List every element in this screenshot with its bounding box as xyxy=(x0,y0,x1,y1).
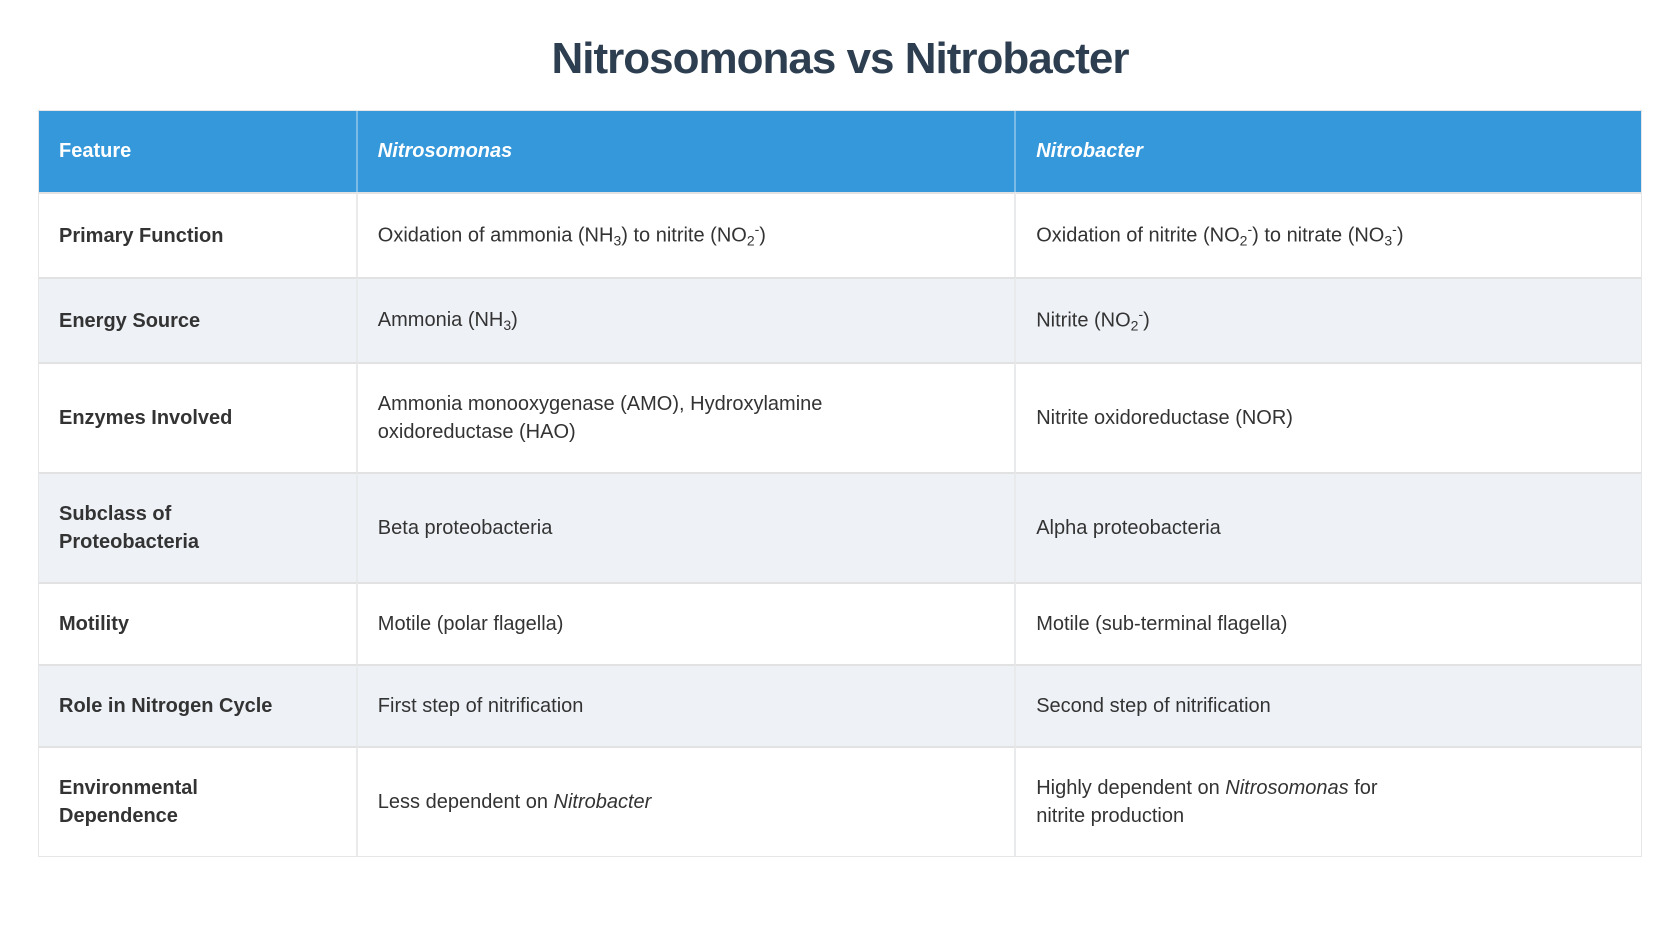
nitrobacter-cell: Motile (sub-terminal flagella) xyxy=(1016,582,1641,665)
nitrobacter-cell: Nitrite (NO2-) xyxy=(1016,277,1641,363)
nitrosomonas-cell: Less dependent on Nitrobacter xyxy=(357,746,1017,857)
header-cell-nitrosomonas: Nitrosomonas xyxy=(357,111,1017,192)
feature-cell: Motility xyxy=(39,582,358,665)
table-row-environmental-dependence: Environmental Dependence Less dependent … xyxy=(39,746,1641,857)
nitrosomonas-cell: Ammonia (NH3) xyxy=(357,277,1017,363)
header-cell-nitrobacter: Nitrobacter xyxy=(1016,111,1641,192)
nitrosomonas-cell: Motile (polar flagella) xyxy=(357,582,1017,665)
nitrobacter-cell: Second step of nitrification xyxy=(1016,664,1641,747)
nitrobacter-cell: Alpha proteobacteria xyxy=(1016,472,1641,583)
feature-cell: Enzymes Involved xyxy=(39,362,358,473)
header-cell-feature: Feature xyxy=(39,111,358,192)
page-title: Nitrosomonas vs Nitrobacter xyxy=(551,34,1130,83)
nitrosomonas-cell: Ammonia monooxygenase (AMO), Hydroxylami… xyxy=(357,362,1017,473)
table-row-energy-source: Energy Source Ammonia (NH3) Nitrite (NO2… xyxy=(39,277,1641,363)
table-row-subclass-of-proteobacteria: Subclass of Proteobacteria Beta proteoba… xyxy=(39,472,1641,583)
nitrosomonas-cell: First step of nitrification xyxy=(357,664,1017,747)
table-row-primary-function: Primary Function Oxidation of ammonia (N… xyxy=(39,192,1641,278)
table-body: Primary Function Oxidation of ammonia (N… xyxy=(39,192,1641,857)
nitrosomonas-cell: Oxidation of ammonia (NH3) to nitrite (N… xyxy=(357,192,1017,278)
table-row-role-in-nitrogen-cycle: Role in Nitrogen Cycle First step of nit… xyxy=(39,664,1641,747)
nitrobacter-cell: Nitrite oxidoreductase (NOR) xyxy=(1016,362,1641,473)
table-row-motility: Motility Motile (polar flagella) Motile … xyxy=(39,582,1641,665)
table-row-enzymes-involved: Enzymes Involved Ammonia monooxygenase (… xyxy=(39,362,1641,473)
feature-cell: Environmental Dependence xyxy=(39,746,358,857)
feature-cell: Energy Source xyxy=(39,277,358,363)
feature-cell: Subclass of Proteobacteria xyxy=(39,472,358,583)
feature-cell: Primary Function xyxy=(39,192,358,278)
header-row: Feature Nitrosomonas Nitrobacter xyxy=(39,111,1641,192)
page: Nitrosomonas vs Nitrobacter Feature Nitr… xyxy=(38,34,1642,858)
feature-cell: Role in Nitrogen Cycle xyxy=(39,664,358,747)
table-header: Feature Nitrosomonas Nitrobacter xyxy=(39,111,1641,192)
comparison-table: Feature Nitrosomonas Nitrobacter Primary… xyxy=(38,110,1642,858)
nitrobacter-cell: Highly dependent on Nitrosomonas for nitr… xyxy=(1016,746,1641,857)
nitrobacter-cell: Oxidation of nitrite (NO2-) to nitrate (… xyxy=(1016,192,1641,278)
nitrosomonas-cell: Beta proteobacteria xyxy=(357,472,1017,583)
